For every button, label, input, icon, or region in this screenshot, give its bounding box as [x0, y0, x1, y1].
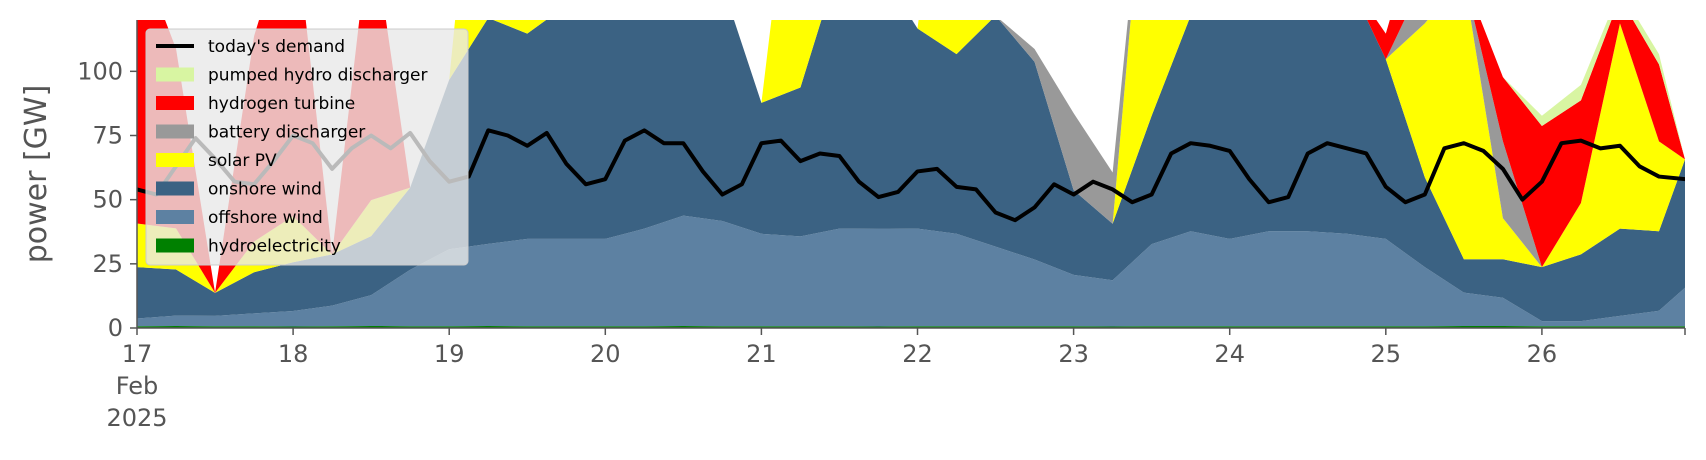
area-onshore-wind: [137, 20, 1685, 322]
legend-swatch-hydrogen-turbine: [156, 96, 194, 110]
legend-swatch-pumped-hydro-discharger: [156, 67, 194, 82]
x-tick-label: 21: [746, 340, 777, 368]
x-tick-label: 2025: [106, 404, 167, 432]
legend-label: hydrogen turbine: [208, 94, 355, 114]
y-tick-label: 50: [92, 186, 123, 214]
legend-swatch-battery-discharger: [156, 124, 194, 139]
x-tick-label: 25: [1371, 340, 1402, 368]
y-axis-title: power [GW]: [19, 85, 54, 264]
legend-label: battery discharger: [208, 123, 365, 143]
legend-swatch-hydroelectricity: [156, 238, 194, 253]
x-tick-label: 19: [434, 340, 465, 368]
legend-label: today's demand: [208, 37, 345, 57]
x-tick-label: 23: [1058, 340, 1089, 368]
legend-label: offshore wind: [208, 208, 323, 228]
legend-label: solar PV: [208, 151, 277, 171]
legend-swatch-solar-pv: [156, 153, 194, 167]
x-tick-label: 20: [590, 340, 621, 368]
x-tick-label: Feb: [116, 372, 159, 400]
legend-label: pumped hydro discharger: [208, 66, 427, 86]
x-tick-label: 24: [1214, 340, 1245, 368]
legend: today's demand pumped hydro discharger hyd…: [145, 28, 469, 266]
legend-swatch-offshore-wind: [156, 210, 194, 224]
x-tick-label: 22: [902, 340, 933, 368]
area-offshore-wind: [137, 215, 1685, 327]
x-tick-label: 26: [1527, 340, 1558, 368]
legend-label: hydroelectricity: [208, 237, 341, 257]
x-tick-label: 17: [122, 340, 153, 368]
legend-box: [145, 28, 469, 266]
legend-swatch-onshore-wind: [156, 181, 194, 196]
y-tick-label: 25: [92, 250, 123, 278]
axes: 0 25 50 75 100 17 Feb 2025 18 19 20 21 22 23 24 25 26: [77, 20, 1686, 432]
legend-label: onshore wind: [208, 180, 322, 200]
x-tick-label: 18: [278, 340, 309, 368]
y-tick-label: 75: [92, 122, 123, 150]
y-tick-label: 100: [77, 57, 123, 85]
y-tick-label: 0: [108, 314, 123, 342]
